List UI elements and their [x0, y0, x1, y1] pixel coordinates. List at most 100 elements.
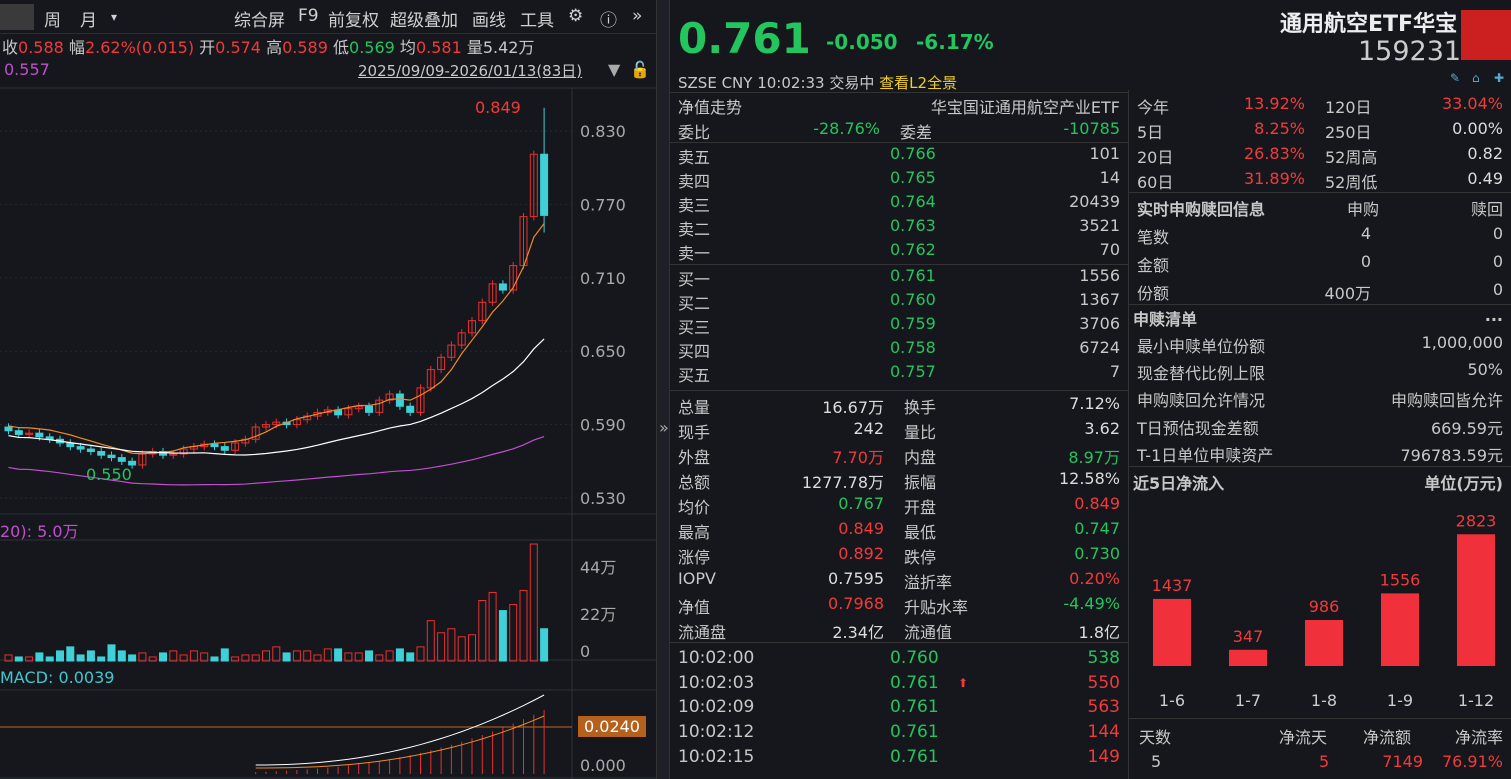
volume-title: 20): 5.0万: [0, 522, 79, 541]
list-row: 最小申赎单位份额 1,000,000: [1137, 331, 1503, 356]
ask-row: 卖三 0.764 20439: [678, 190, 1120, 215]
trade-time: 10:02:12: [678, 722, 755, 743]
nav-trend-link[interactable]: 净值走势: [678, 98, 743, 117]
range-dropdown-icon[interactable]: ▼: [608, 60, 621, 79]
add-icon[interactable]: ✚: [1494, 71, 1505, 85]
volume-tick: 0: [580, 642, 590, 661]
volume-bar: [25, 656, 34, 662]
candle: [251, 426, 260, 440]
edit-icon[interactable]: ✎: [1450, 71, 1461, 85]
volume-bar: [231, 656, 240, 662]
lock-icon[interactable]: 🔓: [630, 60, 650, 79]
stat-label: 量比: [904, 423, 937, 442]
price-change: -0.050: [826, 30, 898, 54]
volume-bar: [189, 650, 198, 662]
volume-bar: [344, 652, 353, 662]
volume-bar: [292, 650, 301, 662]
panel-collapse-handle[interactable]: »: [656, 0, 670, 779]
volume-bar: [35, 652, 44, 662]
stat-label: IOPV: [678, 569, 716, 588]
perf-value: 0.00%: [1452, 119, 1503, 138]
candle: [262, 424, 270, 428]
stat-label: 净值: [678, 598, 711, 617]
stat-label: 总额: [678, 473, 711, 492]
list-row: T-1日单位申赎资产 796783.59元: [1137, 440, 1503, 465]
stat-label: 开盘: [904, 498, 937, 517]
volume-bar: [447, 628, 456, 662]
trade-time: 10:02:00: [678, 648, 755, 668]
period-dropdown-icon[interactable]: ▾: [111, 10, 118, 24]
volume-bar: [128, 654, 137, 662]
trade-time: 10:02:15: [678, 746, 755, 767]
more-icon[interactable]: »: [632, 6, 643, 26]
perf-value: 26.83%: [1243, 144, 1305, 163]
gear-icon[interactable]: ⚙: [568, 6, 584, 26]
volume-bar: [488, 591, 497, 662]
volume-bar: [169, 650, 178, 662]
tab-month[interactable]: 月: [80, 11, 97, 31]
date-range[interactable]: 2025/09/09-2026/01/13(83日): [358, 62, 583, 80]
ask-price: 0.766: [890, 144, 936, 163]
vol-value: 5.42万: [482, 38, 535, 57]
stat-value: 1277.78万: [801, 473, 884, 492]
price-pct: -6.17%: [916, 30, 994, 54]
more-button[interactable]: ...: [1484, 306, 1503, 325]
tab-week[interactable]: 周: [44, 11, 61, 31]
quote-bar: 收0.588 幅2.62%(0.015) 开0.574 高0.589 低0.56…: [2, 34, 535, 58]
subscribe-col: 申购: [1347, 200, 1380, 219]
volume-bar: [519, 589, 528, 662]
toolbar-draw[interactable]: 画线: [472, 11, 506, 31]
redeem-value: 0: [1492, 280, 1503, 299]
stat-value: 7.70万: [832, 448, 884, 467]
macd-title: MACD: 0.0039: [0, 668, 115, 687]
expand-icon[interactable]: »: [659, 418, 669, 437]
volume-bar: [365, 650, 373, 662]
candle: [14, 430, 23, 435]
help-icon[interactable]: ⓘ: [600, 11, 617, 31]
subscribe-value: 4: [1360, 224, 1371, 243]
toolbar-tools[interactable]: 工具: [520, 11, 554, 31]
alert-icon[interactable]: ⌂: [1472, 71, 1480, 85]
open-label: 开: [199, 38, 216, 57]
volume-bar: [313, 654, 322, 662]
trade-row: 10:02:09 0.761 563: [678, 695, 1120, 719]
price-tick: 0.830: [580, 122, 626, 141]
wc-label: 委差: [900, 123, 933, 142]
chart-toolbar: 周 月 ▾ 综合屏 F9 前复权 超级叠加 画线 工具 ⚙ ⓘ »: [0, 0, 656, 34]
stat-label: 最高: [678, 523, 711, 542]
rate-header: 净流率: [1454, 728, 1503, 747]
stat-label: 换手: [904, 398, 937, 417]
volume-bar: [540, 628, 549, 662]
trade-volume: 563: [1087, 697, 1120, 718]
stat-row: 外盘 7.70万 内盘 8.97万: [678, 442, 1120, 467]
list-label: T-1日单位申赎资产: [1137, 445, 1274, 465]
stat-value: 7.12%: [1069, 394, 1120, 413]
flow-category: 1-6: [1159, 691, 1185, 710]
redeem-value: 0: [1492, 224, 1503, 243]
kline-chart[interactable]: 0.830 0.770 0.710 0.650 0.590 0.530 0.849 0.550…: [0, 0, 656, 779]
fund-name: 华宝国证通用航空产业ETF: [930, 98, 1120, 117]
ma-line: [8, 223, 545, 455]
toolbar-f9[interactable]: F9: [298, 6, 319, 26]
trade-volume: 550: [1087, 672, 1120, 693]
candle: [210, 443, 219, 448]
bid-volume: 7: [1109, 362, 1120, 381]
toolbar-overlay[interactable]: 超级叠加: [390, 11, 458, 31]
candle: [478, 301, 487, 322]
candle: [220, 446, 229, 451]
candle: [128, 460, 137, 466]
ask-volume: 14: [1099, 168, 1120, 187]
volume-bar: [200, 652, 209, 662]
ask-volume: 101: [1089, 144, 1120, 163]
low-value: 0.569: [349, 38, 395, 57]
candle: [86, 448, 95, 453]
price-tick: 0.650: [580, 342, 626, 361]
stat-value: 1.8亿: [1078, 623, 1120, 642]
toolbar-composite[interactable]: 综合屏: [234, 11, 285, 31]
l2-link[interactable]: 查看L2全景: [879, 74, 958, 92]
bid-price: 0.761: [890, 266, 936, 285]
volume-bar: [210, 656, 219, 662]
bid-volume: 6724: [1079, 338, 1120, 357]
toolbar-adjust[interactable]: 前复权: [328, 11, 379, 31]
wb-value: -28.76%: [813, 119, 880, 138]
